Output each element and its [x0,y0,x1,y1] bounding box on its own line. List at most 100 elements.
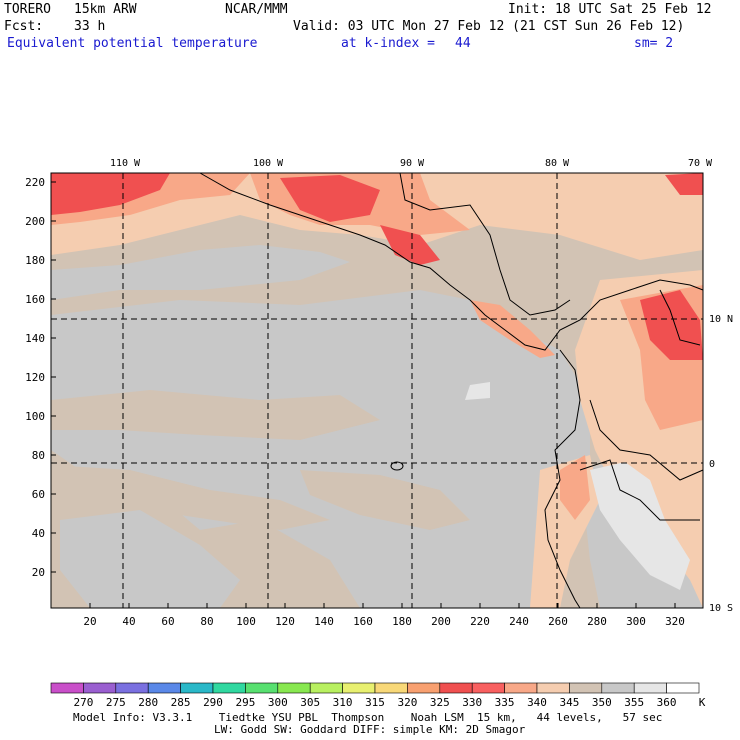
color-legend-swatch [439,682,473,694]
color-legend-swatch [212,682,246,694]
x-tick-label: 60 [161,615,174,628]
organization: NCAR/MMM [225,2,288,17]
color-legend-label: 325 [430,696,450,709]
color-legend-label: 360 [657,696,677,709]
field-salmon-costarica [470,300,555,358]
field-salmon-ecuador [560,455,590,520]
color-legend-swatch [569,682,603,694]
x-tick-label: 280 [587,615,607,628]
level-value: 44 [455,36,471,51]
color-legend-swatch [374,682,408,694]
color-legend-swatch [147,682,181,694]
color-legend-swatch [407,682,441,694]
longitude-labels: 110 W 100 W 90 W 80 W 70 W [110,158,713,169]
forecast-hours: 33 h [74,19,106,34]
lat-label-10s: 10 S [709,603,733,614]
y-tick-label: 100 [25,410,45,423]
theta-e-field [51,173,703,608]
color-legend-swatch [180,682,214,694]
y-tick-label: 120 [25,371,45,384]
color-legend-swatch [471,682,505,694]
color-legend-label: 320 [397,696,417,709]
x-tick-label: 120 [275,615,295,628]
lon-label-70w: 70 W [688,158,713,169]
x-tick-label: 260 [548,615,568,628]
field-band-2 [51,465,330,530]
coastline-south-america [544,349,581,609]
field-gray-350 [51,290,590,608]
y-tick-label: 160 [25,293,45,306]
color-legend-label: 300 [268,696,288,709]
x-tick-label: 140 [314,615,334,628]
field-name: Equivalent potential temperature [7,36,258,51]
field-gray-southwest [60,510,240,608]
model-resolution: 15km ARW [74,2,137,17]
color-legend-swatch [115,682,149,694]
init-time: Init: 18 UTC Sat 25 Feb 12 [508,2,712,17]
color-legend-swatch [633,682,667,694]
lon-label-90w: 90 W [400,158,425,169]
x-tick-label: 20 [83,615,96,628]
coastline-caribbean [399,172,571,316]
y-tick-label: 20 [32,566,45,579]
latlon-grid [51,173,703,608]
color-legend-swatch [309,682,343,694]
color-legend-label: 285 [171,696,191,709]
color-legend-swatch [601,682,635,694]
y-tick-label: 200 [25,215,45,228]
valid-time: Valid: 03 UTC Mon 27 Feb 12 (21 CST Sun … [293,19,685,34]
color-legend-unit: K [699,696,706,709]
y-tick-label: 60 [32,488,45,501]
field-red-mexico [280,175,380,222]
x-tick-label: 240 [509,615,529,628]
axis-ticks [51,181,676,608]
border-1 [589,399,704,481]
field-red-nw [51,173,170,215]
lon-label-100w: 100 W [253,158,284,169]
x-tick-label: 180 [392,615,412,628]
level-label: at k-index = [341,36,435,51]
color-legend-swatch [504,682,538,694]
color-legend-label: 330 [462,696,482,709]
color-legend-label: 340 [527,696,547,709]
color-legend-swatch [245,682,279,694]
color-legend-swatch [342,682,376,694]
y-tick-labels: 20 40 60 80 100 120 140 160 180 200 220 [25,176,45,579]
lon-label-110w: 110 W [110,158,141,169]
color-legend-label: 335 [495,696,515,709]
x-tick-labels: 20 40 60 80 100 120 140 160 180 200 220 … [83,615,685,628]
field-lightgray-peru [590,462,690,590]
coastline-pacific-north [199,172,704,351]
color-legend-label: 280 [138,696,158,709]
color-legend-label: 345 [559,696,579,709]
y-tick-label: 80 [32,449,45,462]
x-tick-label: 40 [122,615,135,628]
y-tick-label: 180 [25,254,45,267]
y-tick-label: 140 [25,332,45,345]
border-3 [659,289,701,346]
field-red-ne [665,173,703,195]
color-legend-label: 295 [235,696,255,709]
color-legend-label: 290 [203,696,223,709]
lat-label-0: 0 [709,459,715,470]
latitude-labels: 10 N 0 10 S [709,314,733,614]
color-legend-swatch [277,682,311,694]
color-legend-swatch [666,682,700,694]
smoothing-label: sm= 2 [634,36,674,51]
coastlines [199,172,704,609]
x-tick-label: 300 [626,615,646,628]
lat-label-10n: 10 N [709,314,733,325]
field-lightgray-patch [465,382,490,400]
field-red-venezuela [640,290,703,360]
color-legend-swatch [50,682,84,694]
field-gray-north [51,245,350,300]
lon-label-80w: 80 W [545,158,570,169]
color-legend-label: 270 [73,696,93,709]
field-band-3 [300,470,470,530]
x-tick-label: 160 [353,615,373,628]
color-legend-swatch [83,682,117,694]
x-tick-label: 220 [470,615,490,628]
x-tick-label: 80 [200,615,213,628]
x-tick-label: 200 [431,615,451,628]
